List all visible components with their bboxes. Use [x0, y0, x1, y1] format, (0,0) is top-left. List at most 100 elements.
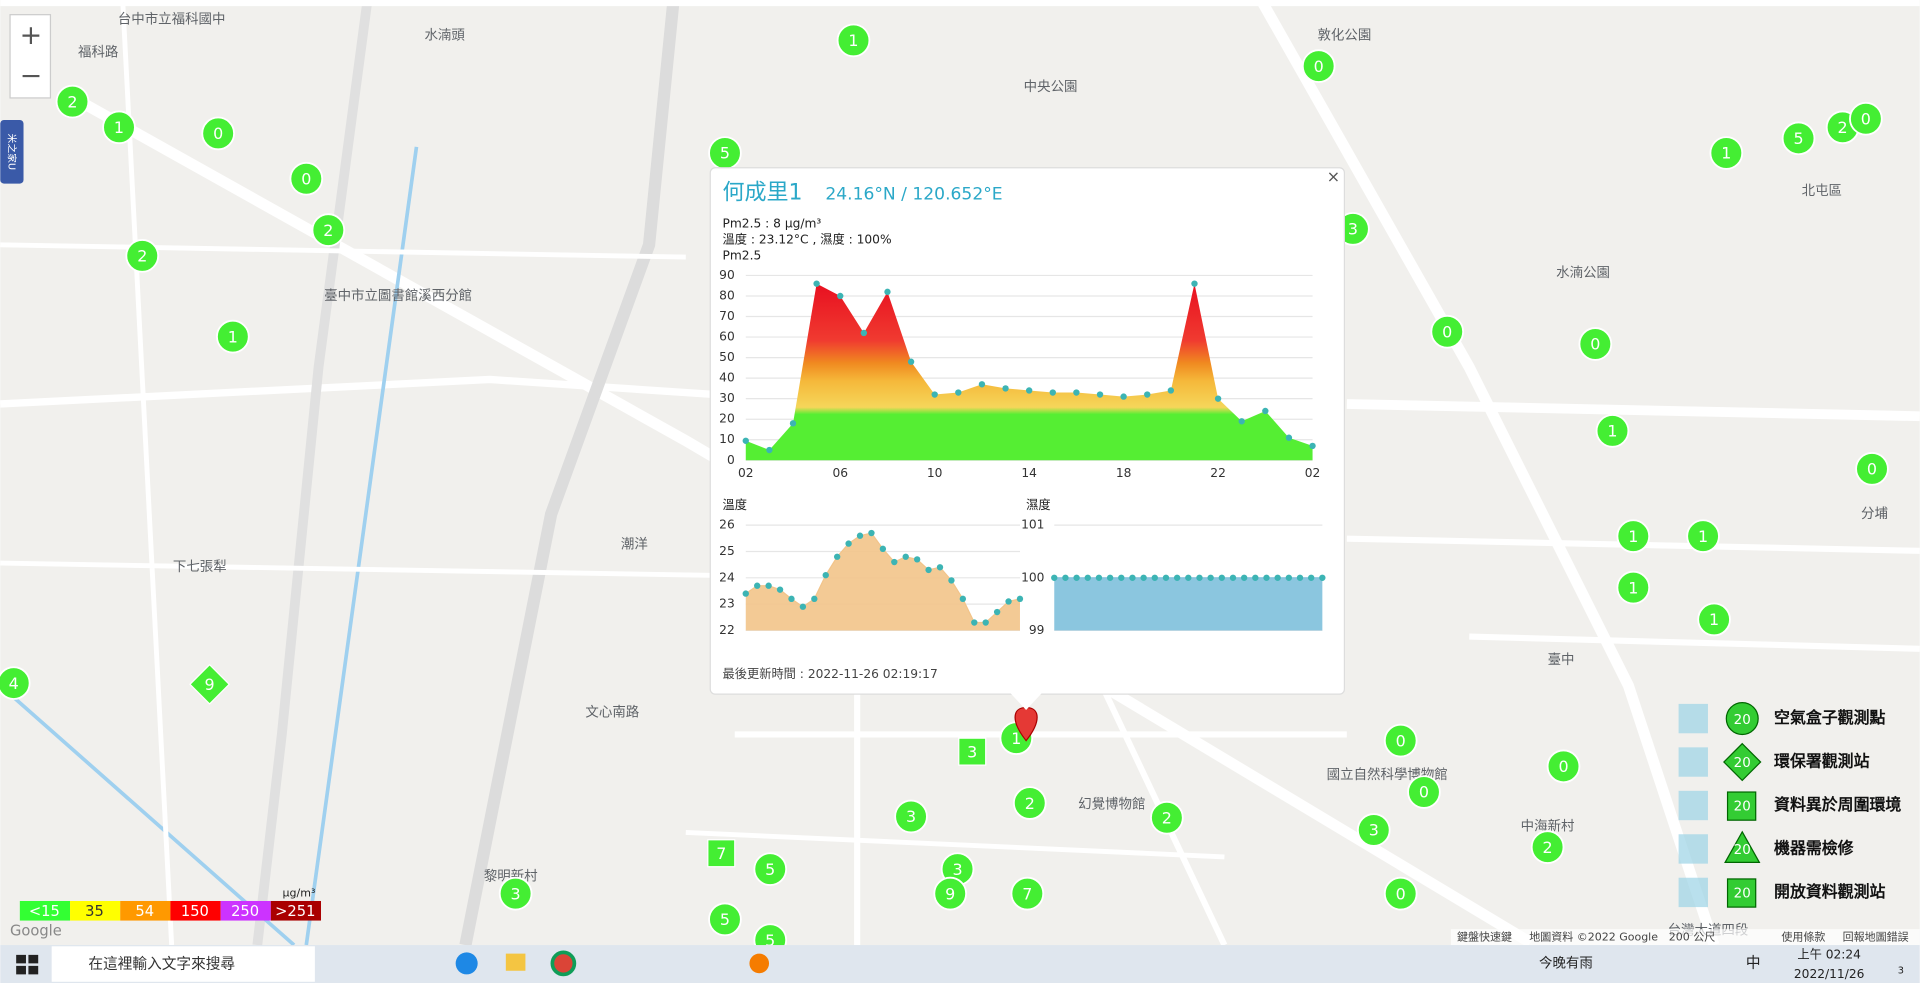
data-point [811, 595, 818, 603]
station-marker[interactable] [55, 84, 90, 119]
legend-label: 環保署觀測站 [1774, 752, 1870, 771]
aqi-swatch [120, 900, 171, 921]
data-point [1252, 574, 1259, 581]
y-tick-label: 60 [719, 330, 735, 344]
station-marker[interactable] [1383, 876, 1418, 911]
search-box[interactable] [51, 946, 315, 982]
station-marker[interactable] [1686, 519, 1720, 554]
attribution-bg [1450, 929, 1920, 946]
data-point [1062, 574, 1069, 581]
station-value: 0 [1861, 109, 1871, 128]
station-value: 1 [1607, 422, 1617, 441]
station-marker[interactable] [1578, 327, 1613, 361]
diamond-marker[interactable] [189, 663, 231, 705]
station-value: 3 [1369, 821, 1379, 840]
station-marker[interactable] [1407, 775, 1441, 809]
station-marker[interactable] [1150, 800, 1184, 835]
y-tick-label: 40 [719, 371, 735, 385]
station-marker[interactable] [836, 23, 871, 58]
legend-label: 空氣盒子觀測點 [1774, 708, 1885, 727]
attribution: Google 鍵盤快速鍵 地圖資料 ©2022 Google 200 公尺 使用… [10, 923, 1920, 946]
aqi-label: 250 [231, 903, 259, 920]
explorer-icon[interactable] [505, 953, 526, 971]
data-point [978, 381, 986, 388]
station-value: 1 [1721, 144, 1731, 163]
station-marker[interactable] [1430, 314, 1465, 349]
legend: 20 空氣盒子觀測點 20 環保署觀測站 20 資料異於周圍環境 20 機器需檢修 20 開放資料… [1678, 702, 1901, 908]
data-point [1106, 574, 1114, 581]
station-marker[interactable] [102, 110, 136, 145]
legend-label: 開放資料觀測站 [1774, 882, 1885, 901]
data-point [1263, 574, 1270, 581]
station-marker[interactable] [1301, 49, 1336, 83]
attribution-item[interactable]: 使用條款 [1781, 930, 1825, 944]
data-point [1005, 598, 1012, 605]
zoom-out[interactable]: − [20, 61, 43, 92]
station-marker[interactable] [933, 876, 968, 911]
station-marker[interactable] [1010, 876, 1045, 911]
app-icon[interactable] [749, 953, 770, 974]
station-marker[interactable] [708, 902, 742, 937]
station-marker[interactable] [1697, 602, 1731, 637]
station-marker[interactable] [216, 319, 250, 354]
station-value: 1 [114, 118, 124, 137]
data-point [1073, 389, 1080, 396]
station-marker[interactable] [1855, 452, 1889, 486]
popup-title: 何成里1 [723, 180, 803, 205]
station-marker[interactable] [201, 116, 235, 151]
station-marker[interactable] [1616, 519, 1651, 554]
station-marker[interactable] [125, 239, 160, 273]
station-marker[interactable] [1849, 101, 1883, 136]
aqi-label: 35 [85, 903, 104, 920]
station-value: 3 [1348, 220, 1358, 239]
legend-icon-bg [1678, 834, 1708, 864]
station-marker[interactable] [0, 666, 31, 700]
data-point [766, 446, 773, 454]
chrome-icon[interactable] [550, 950, 577, 977]
station-value: 0 [213, 124, 223, 143]
station-marker[interactable] [1012, 786, 1047, 820]
station-marker[interactable] [1781, 121, 1816, 156]
start-button[interactable] [16, 954, 39, 975]
station-marker[interactable] [1356, 813, 1391, 847]
popup-close[interactable]: × [1327, 167, 1340, 186]
place-label: 中央公園 [1024, 79, 1078, 95]
ime[interactable]: 中 [1746, 954, 1761, 971]
station-value: 1 [1011, 729, 1021, 748]
zoom-in[interactable]: + [20, 20, 43, 51]
data-point [845, 540, 852, 547]
side-tab[interactable] [0, 119, 24, 184]
station-marker[interactable] [289, 161, 324, 196]
edge-icon[interactable] [455, 952, 478, 975]
data-point [1307, 574, 1315, 581]
place-label: 文心南路 [585, 704, 639, 720]
station-marker[interactable] [1383, 723, 1418, 758]
attribution-item[interactable]: 鍵盤快速鍵 [1457, 930, 1512, 944]
station-marker[interactable] [753, 852, 788, 886]
square-marker[interactable] [707, 839, 736, 868]
notification-count[interactable]: 3 [1898, 966, 1904, 977]
data-point [1240, 574, 1248, 581]
station-marker[interactable] [1595, 414, 1630, 448]
data-point [913, 556, 921, 563]
station-marker[interactable] [1616, 570, 1651, 605]
data-point [1309, 442, 1316, 450]
data-point [982, 619, 989, 626]
station-value: 2 [1162, 808, 1172, 827]
station-marker[interactable] [1709, 136, 1744, 170]
place-label: 臺中市立圖書館溪西分館 [324, 287, 472, 304]
station-marker[interactable] [498, 876, 533, 911]
data-point [1274, 574, 1281, 581]
station-marker[interactable] [311, 213, 346, 247]
square-marker[interactable] [958, 737, 987, 766]
data-point [1002, 385, 1009, 392]
pm25-line: Pm2.5 : 8 μg/m³ [723, 217, 822, 231]
station-marker[interactable] [1546, 749, 1581, 784]
place-label: 北屯區 [1802, 183, 1842, 199]
search-text: 在這裡輸入文字來搜尋 [88, 956, 235, 973]
station-marker[interactable] [1530, 830, 1565, 864]
station-value: 5 [1793, 129, 1803, 148]
station-marker[interactable] [894, 799, 928, 834]
attribution-item[interactable]: 回報地圖錯誤 [1843, 930, 1909, 944]
station-value: 2 [1025, 794, 1035, 813]
